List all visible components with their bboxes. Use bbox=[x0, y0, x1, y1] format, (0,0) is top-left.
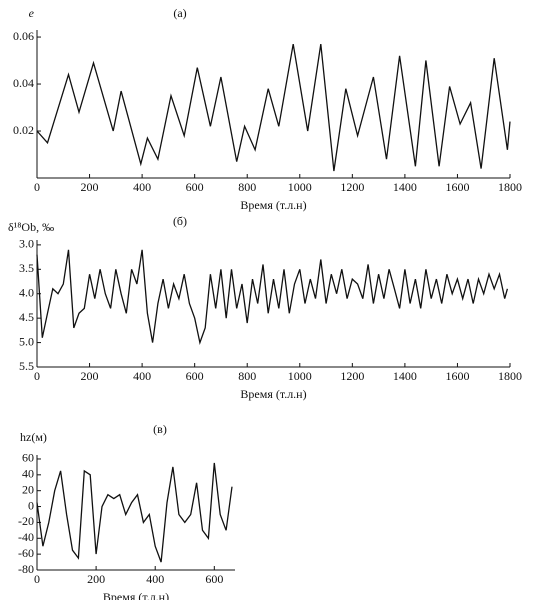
x-tick-label: 1600 bbox=[445, 369, 469, 383]
x-tick-label: 600 bbox=[205, 572, 223, 586]
x-tick-label: 400 bbox=[133, 369, 151, 383]
x-axis-label: Время (т.л.н) bbox=[240, 387, 306, 401]
y-tick-label: 0 bbox=[28, 498, 34, 512]
x-axis-label: Время (т.л.н) bbox=[103, 590, 169, 600]
y-tick-label: 60 bbox=[22, 451, 34, 465]
x-tick-label: 600 bbox=[186, 369, 204, 383]
y-axis-label: δ¹⁸Ob, ‰ bbox=[8, 220, 54, 234]
y-tick-label: 0.02 bbox=[13, 123, 34, 137]
panel-title: (в) bbox=[153, 422, 167, 436]
x-axis-label: Время (т.л.н) bbox=[240, 198, 306, 212]
y-tick-label: -40 bbox=[18, 530, 34, 544]
x-tick-label: 1800 bbox=[498, 180, 522, 194]
x-tick-label: 200 bbox=[81, 180, 99, 194]
x-tick-label: 800 bbox=[238, 180, 256, 194]
x-tick-label: 1200 bbox=[340, 369, 364, 383]
data-line bbox=[36, 462, 233, 563]
y-tick-label: 5.5 bbox=[19, 359, 34, 373]
y-tick-label: 0.06 bbox=[13, 29, 34, 43]
x-tick-label: 1200 bbox=[340, 180, 364, 194]
y-tick-label: -20 bbox=[18, 514, 34, 528]
x-tick-label: 200 bbox=[81, 369, 99, 383]
x-tick-label: 1000 bbox=[288, 369, 312, 383]
y-tick-label: 20 bbox=[22, 482, 34, 496]
x-tick-label: 0 bbox=[34, 369, 40, 383]
y-axis-label: e bbox=[29, 6, 35, 20]
x-tick-label: 1600 bbox=[445, 180, 469, 194]
y-axis-label: hz(м) bbox=[20, 430, 47, 444]
x-tick-label: 1400 bbox=[393, 369, 417, 383]
y-tick-label: 40 bbox=[22, 467, 34, 481]
panel-title: (б) bbox=[173, 214, 187, 228]
y-tick-label: 5.0 bbox=[19, 334, 34, 348]
data-line bbox=[36, 43, 511, 172]
y-tick-label: -60 bbox=[18, 546, 34, 560]
y-tick-label: -80 bbox=[18, 562, 34, 576]
y-tick-label: 3.0 bbox=[19, 237, 34, 251]
x-tick-label: 200 bbox=[87, 572, 105, 586]
y-tick-label: 3.5 bbox=[19, 261, 34, 275]
y-tick-label: 4.5 bbox=[19, 310, 34, 324]
y-tick-label: 4.0 bbox=[19, 285, 34, 299]
data-line bbox=[36, 249, 509, 345]
x-tick-label: 800 bbox=[238, 369, 256, 383]
x-tick-label: 400 bbox=[133, 180, 151, 194]
panel-title: (а) bbox=[173, 6, 186, 20]
x-tick-label: 1400 bbox=[393, 180, 417, 194]
x-tick-label: 600 bbox=[186, 180, 204, 194]
x-tick-label: 400 bbox=[146, 572, 164, 586]
y-tick-label: 0.04 bbox=[13, 76, 34, 90]
x-tick-label: 0 bbox=[34, 180, 40, 194]
x-tick-label: 1800 bbox=[498, 369, 522, 383]
x-tick-label: 1000 bbox=[288, 180, 312, 194]
x-tick-label: 0 bbox=[34, 572, 40, 586]
